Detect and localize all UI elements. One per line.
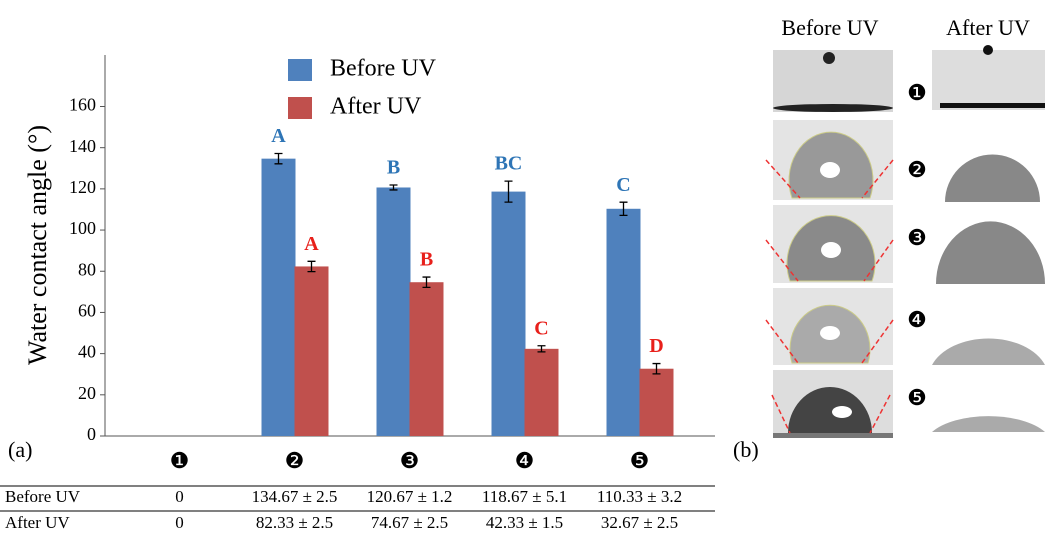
legend-label: After UV xyxy=(330,94,422,120)
column-title: After UV xyxy=(946,15,1030,40)
x-tick-label: ❶ xyxy=(170,448,190,473)
table-cell: 32.67 ± 2.5 xyxy=(601,513,678,532)
bar xyxy=(607,209,641,436)
y-tick-label: 120 xyxy=(69,177,96,197)
significance-letter: D xyxy=(649,335,663,357)
y-tick-label: 80 xyxy=(78,259,96,279)
y-tick-label: 0 xyxy=(87,424,96,444)
bar xyxy=(640,369,674,436)
table-cell: 118.67 ± 5.1 xyxy=(482,487,567,506)
significance-letter: A xyxy=(304,233,319,255)
column-title: Before UV xyxy=(781,15,878,40)
bar xyxy=(295,266,329,436)
table-cell: 110.33 ± 3.2 xyxy=(597,487,682,506)
y-tick-label: 160 xyxy=(69,95,96,115)
table-cell: 0 xyxy=(175,487,184,506)
y-tick-label: 140 xyxy=(69,136,96,156)
table-cell: 0 xyxy=(175,513,184,532)
image-row-label: ❸ xyxy=(907,225,927,250)
x-tick-label: ❸ xyxy=(400,448,420,473)
significance-letter: A xyxy=(271,125,286,147)
image-row-label: ❷ xyxy=(907,157,927,182)
y-tick-label: 20 xyxy=(78,383,96,403)
bar xyxy=(525,349,559,436)
table-cell: After UV xyxy=(5,513,70,532)
table-cell: 42.33 ± 1.5 xyxy=(486,513,563,532)
table-cell: Before UV xyxy=(5,487,81,506)
x-tick-label: ❹ xyxy=(515,448,535,473)
table-cell: 74.67 ± 2.5 xyxy=(371,513,448,532)
image-row-label: ❶ xyxy=(907,80,927,105)
table-cell: 134.67 ± 2.5 xyxy=(252,487,338,506)
panel-label: (a) xyxy=(8,437,32,462)
x-tick-label: ❺ xyxy=(630,448,650,473)
table-cell: 82.33 ± 2.5 xyxy=(256,513,333,532)
y-tick-label: 40 xyxy=(78,342,96,362)
y-tick-label: 60 xyxy=(78,301,96,321)
panel-label: (b) xyxy=(733,437,759,462)
significance-letter: B xyxy=(420,249,433,271)
significance-letter: C xyxy=(616,174,630,196)
table-cell: 120.67 ± 1.2 xyxy=(367,487,453,506)
image-row-label: ❹ xyxy=(907,307,927,332)
bar xyxy=(410,282,444,436)
image-row-label: ❺ xyxy=(907,385,927,410)
y-axis-label: Water contact angle (°) xyxy=(23,125,52,365)
bar xyxy=(492,192,526,436)
y-tick-label: 100 xyxy=(69,218,96,238)
figure: Water contact angle (°) (a) (b) Before U… xyxy=(0,0,1048,534)
bar xyxy=(262,159,296,436)
significance-letter: BC xyxy=(495,153,523,175)
x-tick-label: ❷ xyxy=(285,448,305,473)
droplet-images xyxy=(766,45,1045,438)
significance-letter: C xyxy=(534,317,548,339)
bar xyxy=(377,187,411,436)
legend-label: Before UV xyxy=(330,56,437,82)
legend-swatch xyxy=(288,59,312,81)
significance-letter: B xyxy=(387,157,400,179)
legend-swatch xyxy=(288,97,312,119)
